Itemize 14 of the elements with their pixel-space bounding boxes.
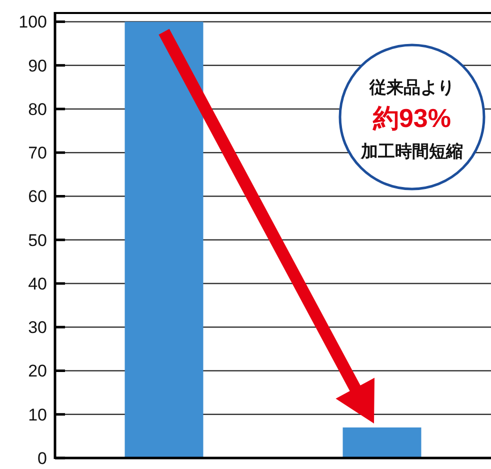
y-tick-label: 30 bbox=[28, 318, 47, 338]
y-tick-label: 0 bbox=[38, 449, 47, 468]
y-tick-label: 90 bbox=[28, 56, 47, 76]
y-tick-label: 50 bbox=[28, 230, 47, 250]
y-tick-label: 40 bbox=[28, 274, 47, 294]
y-tick-label: 70 bbox=[28, 144, 47, 163]
y-tick-label: 20 bbox=[28, 362, 47, 381]
annotation: 従来品より bbox=[368, 78, 454, 97]
y-tick-label: 80 bbox=[28, 100, 47, 119]
y-tick-label: 10 bbox=[28, 405, 47, 424]
annotation: 加工時間短縮 bbox=[360, 142, 463, 161]
y-tick-label: 100 bbox=[18, 12, 47, 32]
annotation: 約93% bbox=[372, 103, 452, 133]
y-tick-label: 60 bbox=[28, 187, 47, 206]
